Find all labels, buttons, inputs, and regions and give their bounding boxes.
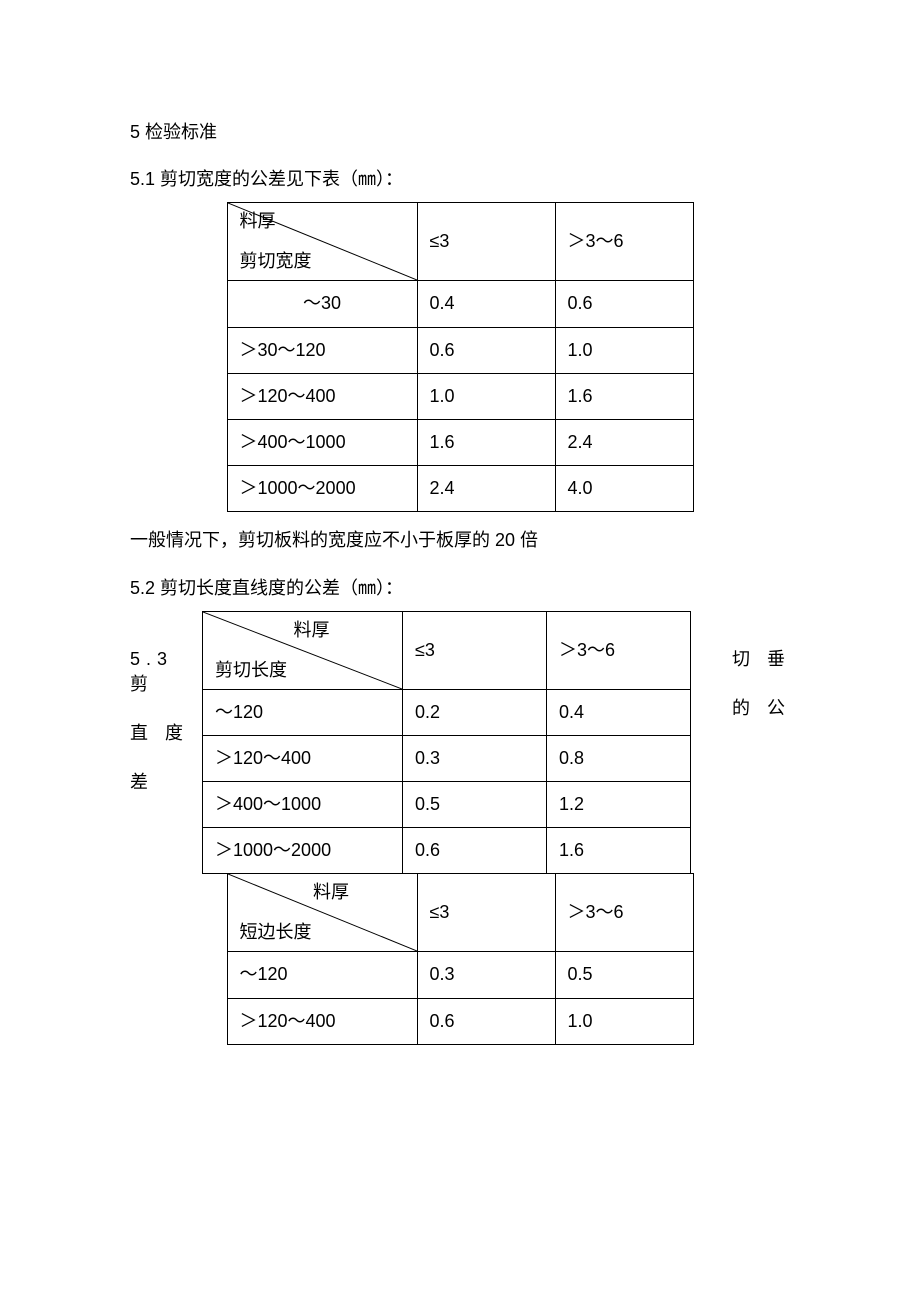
table-5-3-wrap: 料厚 短边长度 ≤3 ＞3～6 ～120 0.3 0.5 ＞120～400 0.… bbox=[130, 874, 790, 1044]
cell-value: 0.4 bbox=[547, 689, 691, 735]
row-label: ＞120～400 bbox=[227, 998, 417, 1044]
side-text-line: 差 bbox=[130, 770, 200, 795]
table-row: 料厚 短边长度 ≤3 ＞3～6 bbox=[227, 874, 693, 952]
cell-value: 4.0 bbox=[555, 466, 693, 512]
cell-value: 1.6 bbox=[417, 419, 555, 465]
row-label: ＞400～1000 bbox=[203, 782, 403, 828]
table-row: ＞400～1000 0.5 1.2 bbox=[203, 782, 691, 828]
table-5-1: 料厚 剪切宽度 ≤3 ＞3～6 ～30 0.4 0.6 ＞30～120 0.6 … bbox=[227, 202, 694, 512]
diagonal-header-cell: 料厚 剪切宽度 bbox=[227, 203, 417, 281]
col-header: ≤3 bbox=[417, 874, 555, 952]
table-row: ＞30～120 0.6 1.0 bbox=[227, 327, 693, 373]
cell-value: 0.3 bbox=[417, 952, 555, 998]
side-text-line: 5.3 剪 bbox=[130, 647, 200, 697]
table-row: ＞120～400 0.3 0.8 bbox=[203, 735, 691, 781]
cell-value: 0.3 bbox=[403, 735, 547, 781]
table-row: ～120 0.3 0.5 bbox=[227, 952, 693, 998]
cell-value: 0.8 bbox=[547, 735, 691, 781]
section-5-1-title: 5.1 剪切宽度的公差见下表（㎜）： bbox=[130, 167, 790, 192]
col-header: ＞3～6 bbox=[555, 874, 693, 952]
cell-value: 1.0 bbox=[555, 327, 693, 373]
table-row: ＞1000～2000 2.4 4.0 bbox=[227, 466, 693, 512]
row-label: ＞120～400 bbox=[227, 373, 417, 419]
cell-value: 0.6 bbox=[417, 327, 555, 373]
table-row: ～30 0.4 0.6 bbox=[227, 281, 693, 327]
diag-bottom-label: 短边长度 bbox=[240, 920, 312, 945]
cell-value: 0.6 bbox=[555, 281, 693, 327]
row-label: ＞1000～2000 bbox=[227, 466, 417, 512]
cell-value: 1.0 bbox=[555, 998, 693, 1044]
col-header: ≤3 bbox=[417, 203, 555, 281]
table-row: ＞400～1000 1.6 2.4 bbox=[227, 419, 693, 465]
diagonal-header-cell: 料厚 短边长度 bbox=[227, 874, 417, 952]
col-header: ＞3～6 bbox=[555, 203, 693, 281]
table-row: 料厚 剪切宽度 ≤3 ＞3～6 bbox=[227, 203, 693, 281]
side-text-line: 直 度 bbox=[130, 721, 200, 746]
cell-value: 2.4 bbox=[417, 466, 555, 512]
diag-top-label: 料厚 bbox=[294, 618, 330, 643]
table-row: ＞120～400 1.0 1.6 bbox=[227, 373, 693, 419]
row-label: ～30 bbox=[227, 281, 417, 327]
col-header: ≤3 bbox=[403, 611, 547, 689]
side-text-line: 的 公 bbox=[732, 696, 802, 721]
row-label: ＞400～1000 bbox=[227, 419, 417, 465]
table-5-2: 料厚 剪切长度 ≤3 ＞3～6 ～120 0.2 0.4 ＞120～400 0.… bbox=[202, 611, 691, 875]
cell-value: 0.4 bbox=[417, 281, 555, 327]
table-row: ～120 0.2 0.4 bbox=[203, 689, 691, 735]
table-row: ＞120～400 0.6 1.0 bbox=[227, 998, 693, 1044]
side-text-line: 切 垂 bbox=[732, 647, 802, 672]
table-5-3: 料厚 短边长度 ≤3 ＞3～6 ～120 0.3 0.5 ＞120～400 0.… bbox=[227, 873, 694, 1044]
cell-value: 0.6 bbox=[417, 998, 555, 1044]
diag-top-label: 料厚 bbox=[240, 209, 276, 234]
side-right-text: 切 垂 的 公 bbox=[732, 647, 802, 745]
col-header: ＞3～6 bbox=[547, 611, 691, 689]
section-5-1-note: 一般情况下，剪切板料的宽度应不小于板厚的 20 倍 bbox=[130, 528, 790, 553]
row-label: ＞30～120 bbox=[227, 327, 417, 373]
section-5-3-wrap: 5.3 剪 直 度 差 切 垂 的 公 料厚 剪切长度 ≤3 ＞3～6 ～120 bbox=[130, 611, 790, 1045]
cell-value: 0.5 bbox=[403, 782, 547, 828]
diagonal-header-cell: 料厚 剪切长度 bbox=[203, 611, 403, 689]
diag-bottom-label: 剪切宽度 bbox=[240, 249, 312, 274]
section-5-2-title: 5.2 剪切长度直线度的公差（㎜）： bbox=[130, 576, 790, 601]
diag-bottom-label: 剪切长度 bbox=[215, 658, 287, 683]
cell-value: 1.6 bbox=[555, 373, 693, 419]
row-label: ～120 bbox=[203, 689, 403, 735]
cell-value: 0.5 bbox=[555, 952, 693, 998]
table-row: 料厚 剪切长度 ≤3 ＞3～6 bbox=[203, 611, 691, 689]
section-5-title: 5 检验标准 bbox=[130, 120, 790, 145]
cell-value: 2.4 bbox=[555, 419, 693, 465]
row-label: ＞120～400 bbox=[203, 735, 403, 781]
diag-top-label: 料厚 bbox=[313, 880, 349, 905]
cell-value: 0.2 bbox=[403, 689, 547, 735]
table-5-1-wrap: 料厚 剪切宽度 ≤3 ＞3～6 ～30 0.4 0.6 ＞30～120 0.6 … bbox=[130, 202, 790, 512]
side-left-text: 5.3 剪 直 度 差 bbox=[130, 647, 200, 820]
cell-value: 1.0 bbox=[417, 373, 555, 419]
cell-value: 1.2 bbox=[547, 782, 691, 828]
cell-value: 1.6 bbox=[547, 828, 691, 874]
row-label: ＞1000～2000 bbox=[203, 828, 403, 874]
row-label: ～120 bbox=[227, 952, 417, 998]
table-row: ＞1000～2000 0.6 1.6 bbox=[203, 828, 691, 874]
cell-value: 0.6 bbox=[403, 828, 547, 874]
